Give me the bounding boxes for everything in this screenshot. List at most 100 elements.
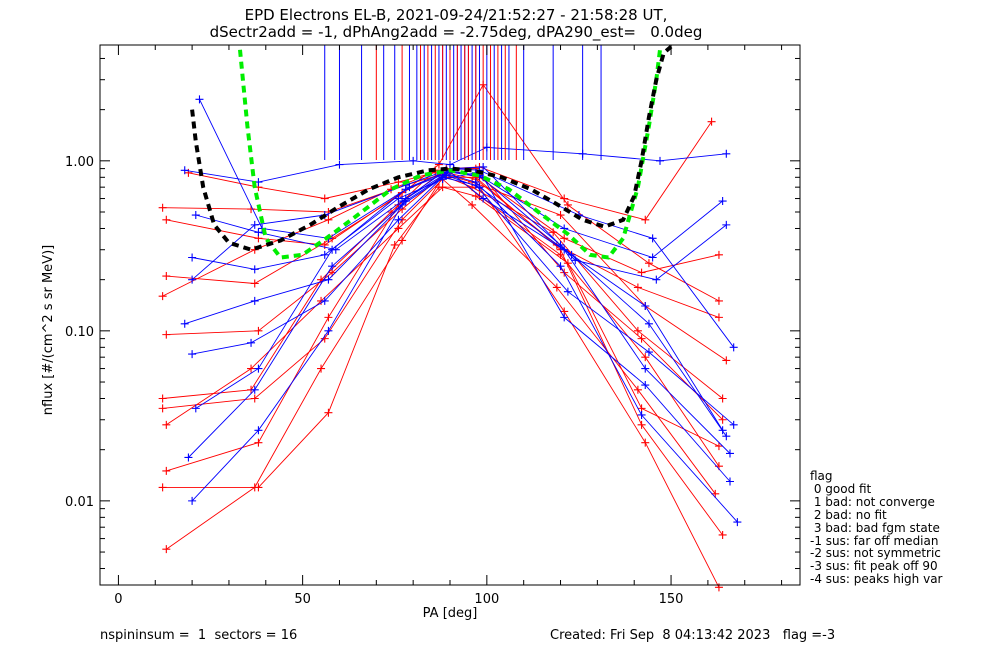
red-series-point (162, 466, 171, 475)
red-series-point (162, 545, 171, 554)
legend-item: 1 bad: not converge (810, 494, 935, 509)
red-series-point (552, 283, 561, 292)
y-axis-label: nflux [#/(cm^2 s sr MeV)] (41, 245, 56, 415)
red-series-point (394, 224, 403, 233)
red-series-point (250, 279, 259, 288)
red-series-point (633, 385, 642, 394)
red-series-point (560, 194, 569, 203)
blue-series-line (195, 171, 723, 431)
chart-title-line2: dSectr2add = -1, dPhAng2add = -2.75deg, … (209, 23, 703, 41)
red-series-point (158, 483, 167, 492)
red-series-point (324, 215, 333, 224)
red-series-point (390, 240, 399, 249)
blue-series-point (188, 275, 197, 284)
blue-series-point (641, 302, 650, 310)
blue-series-point (247, 338, 256, 347)
blue-series-point (571, 256, 580, 265)
red-series-line (166, 186, 720, 447)
blue-series-point (324, 275, 333, 284)
red-series-point (556, 211, 565, 220)
blue-series-line (192, 172, 727, 437)
blue-series-point (718, 197, 727, 206)
black-fit-curve (190, 45, 673, 252)
blue-series-point (405, 183, 414, 192)
blue-series-point (250, 385, 259, 394)
blue-series-point (328, 262, 337, 271)
blue-series-point (188, 350, 197, 359)
red-series-point (718, 530, 727, 539)
red-series-point (162, 215, 171, 224)
red-series-point (162, 420, 171, 429)
blue-series-point (254, 228, 263, 237)
blue-series-point (320, 250, 329, 259)
red-series-line (162, 168, 723, 421)
blue-series-point (726, 477, 734, 486)
legend-item: -4 sus: peaks high var (810, 572, 943, 587)
legend-item: 2 bad: no fit (810, 507, 887, 522)
red-series-point (158, 404, 167, 413)
x-tick-label: 0 (114, 592, 122, 607)
blue-series-point (567, 250, 576, 259)
blue-series-point (729, 420, 738, 429)
red-series-point (468, 200, 477, 209)
red-series-point (563, 259, 572, 268)
red-series-point (398, 236, 407, 245)
blue-series-point (254, 426, 263, 435)
y-tick-label: 0.10 (65, 325, 94, 340)
blue-series-point (320, 296, 329, 305)
blue-series-point (191, 211, 200, 220)
blue-series-point (641, 381, 650, 390)
red-series-point (560, 234, 569, 243)
legend-item: -2 sus: not symmetric (810, 546, 941, 561)
blue-series-line (191, 169, 723, 281)
red-series-line (162, 171, 727, 361)
red-series-point (162, 272, 171, 281)
x-tick-label: 100 (474, 592, 499, 607)
blue-series-point (656, 156, 664, 165)
red-series-point (637, 334, 646, 343)
blue-series-point (726, 449, 734, 458)
chart-title-line1: EPD Electrons EL-B, 2021-09-24/21:52:27 … (244, 6, 668, 24)
blue-series-point (479, 194, 488, 203)
blue-series-point (652, 275, 661, 284)
blue-series-point (446, 160, 454, 169)
blue-series-point (191, 404, 200, 413)
blue-series-line (199, 99, 735, 348)
red-series-point (324, 408, 333, 417)
x-axis-label: PA [deg] (423, 606, 478, 621)
red-series-point (563, 200, 572, 209)
red-series-point (714, 296, 723, 305)
red-series-point (471, 192, 480, 201)
blue-series-point (254, 364, 263, 373)
blue-series-point (644, 319, 653, 328)
blue-series-point (324, 326, 333, 335)
legend-item: 0 good fit (810, 481, 872, 496)
blue-series-line (192, 176, 734, 426)
blue-series-point (479, 162, 488, 171)
red-series-point (158, 394, 167, 403)
legend-item: -1 sus: far off median (810, 533, 939, 548)
blue-series-point (184, 453, 193, 462)
blue-series-point (722, 432, 731, 441)
blue-series-point (180, 166, 189, 175)
blue-series-point (188, 496, 197, 505)
red-series-point (158, 292, 167, 301)
red-series-point (254, 438, 263, 447)
red-series-point (707, 117, 716, 126)
blue-series-point (637, 410, 646, 419)
blue-series-line (191, 172, 738, 523)
blue-series-point (644, 348, 653, 357)
red-series-point (718, 415, 727, 424)
blue-series-point (718, 426, 727, 435)
blue-series-point (733, 518, 742, 527)
red-series-point (320, 194, 329, 203)
red-series-line (166, 168, 720, 472)
blue-series-point (409, 156, 418, 165)
blue-series-point (722, 149, 731, 158)
red-series-point (250, 483, 259, 492)
green-fit-curve (238, 49, 662, 260)
blue-series-point (195, 95, 204, 104)
footer-right: Created: Fri Sep 8 04:13:42 2023 flag =-… (550, 628, 836, 643)
red-series-point (714, 442, 723, 451)
